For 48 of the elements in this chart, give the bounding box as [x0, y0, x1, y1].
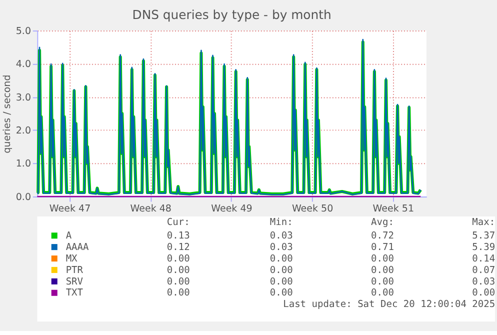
y-axis-title: queries / second	[2, 74, 14, 154]
x-tick-label: Week 49	[211, 203, 252, 214]
legend-label: AAAA	[66, 242, 90, 253]
text: 0.00	[270, 288, 294, 299]
text: 0.00	[270, 264, 294, 276]
x-tick-label: Week 50	[292, 203, 334, 214]
text: 0.00	[166, 264, 190, 276]
x-tick-label: Week 47	[49, 203, 91, 214]
text: 0.00	[166, 253, 190, 264]
text: Max:	[472, 217, 496, 228]
x-tick-label: Week 48	[130, 203, 172, 214]
x-tick-label: Week 51	[372, 203, 414, 214]
text: 0.14	[472, 253, 496, 264]
text: 0.03	[270, 230, 294, 242]
y-tick-label: 1.0	[16, 158, 32, 170]
text: 0.00	[270, 253, 294, 264]
legend-label: TXT	[66, 288, 84, 299]
text: 0.00	[371, 288, 394, 299]
text: 0.71	[371, 242, 394, 253]
text: 5.39	[472, 242, 496, 253]
chart-title: DNS queries by type - by month	[132, 7, 332, 22]
legend-label: A	[66, 230, 72, 242]
legend-label: PTR	[66, 264, 84, 276]
text: 5.37	[472, 230, 496, 242]
text: 0.00	[472, 288, 496, 299]
text: 0.12	[166, 242, 190, 253]
text: Cur:	[166, 217, 190, 228]
text: 0.00	[371, 276, 394, 288]
y-tick-label: 5.0	[16, 26, 32, 37]
y-tick-label: 0.0	[16, 192, 32, 203]
y-tick-label: 3.0	[16, 92, 32, 104]
text: 0.00	[371, 253, 394, 264]
y-tick-label: 2.0	[16, 125, 32, 136]
legend-label: SRV	[66, 276, 84, 288]
text: 0.00	[166, 276, 190, 288]
text: 0.03	[270, 242, 294, 253]
text: Avg:	[371, 217, 394, 228]
text: 0.07	[472, 264, 496, 276]
text: 0.13	[166, 230, 190, 242]
text: 0.00	[371, 264, 394, 276]
text: 0.72	[371, 230, 394, 242]
text: Last update: Sat Dec 20 12:00:04 2025	[283, 299, 496, 310]
legend-label: MX	[66, 253, 78, 264]
text: Min:	[270, 217, 293, 228]
text: 0.00	[166, 288, 190, 299]
text: 0.00	[270, 276, 294, 288]
text: 0.03	[472, 276, 496, 288]
y-tick-label: 4.0	[16, 59, 32, 70]
